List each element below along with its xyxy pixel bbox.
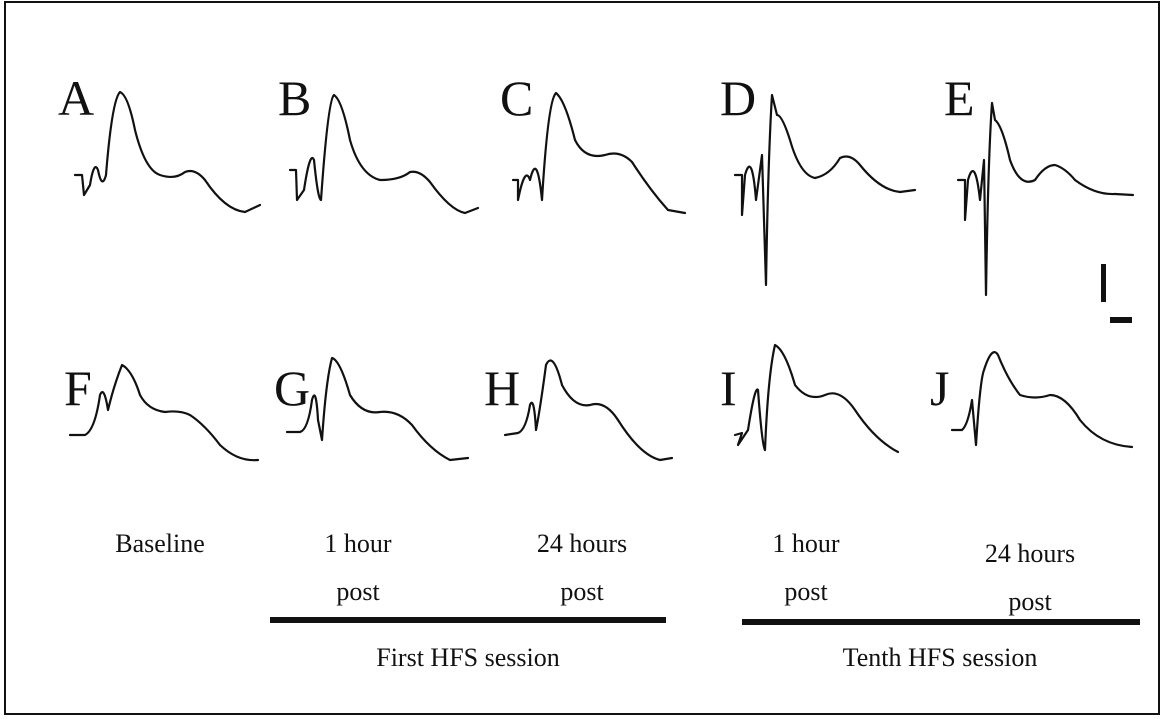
column-label: post bbox=[784, 577, 828, 606]
column-label: Baseline bbox=[115, 529, 205, 558]
panel-letter: F bbox=[64, 360, 92, 416]
trace bbox=[285, 356, 470, 462]
panel-letter: E bbox=[944, 70, 975, 126]
scale-bar-vertical bbox=[1101, 264, 1106, 302]
frame bbox=[4, 1, 1160, 715]
trace bbox=[956, 101, 1135, 297]
column-label: post bbox=[560, 577, 604, 606]
trace bbox=[733, 343, 900, 454]
panel-letter: H bbox=[484, 360, 520, 416]
trace bbox=[503, 359, 674, 462]
panel-letter: D bbox=[720, 70, 756, 126]
scale-bar-horizontal bbox=[1110, 317, 1132, 323]
panel-letter: A bbox=[58, 70, 94, 126]
traces bbox=[68, 90, 1135, 462]
session-bar bbox=[270, 617, 666, 623]
panel-letter: J bbox=[930, 360, 949, 416]
column-label: 24 hours bbox=[537, 529, 627, 558]
session-label: Tenth HFS session bbox=[843, 643, 1038, 672]
column-label: post bbox=[1008, 587, 1052, 616]
trace bbox=[733, 93, 917, 287]
session-label: First HFS session bbox=[376, 643, 560, 672]
trace bbox=[68, 363, 260, 462]
trace bbox=[511, 91, 687, 215]
trace bbox=[950, 351, 1134, 449]
session-bar bbox=[742, 619, 1140, 625]
column-label: 1 hour bbox=[324, 529, 392, 558]
trace bbox=[73, 90, 262, 214]
panel-letter: B bbox=[278, 70, 311, 126]
column-label: post bbox=[336, 577, 380, 606]
scale-bar bbox=[1101, 264, 1132, 323]
column-label: 1 hour bbox=[772, 529, 840, 558]
panel-letter: I bbox=[720, 360, 737, 416]
panel-letter: C bbox=[500, 70, 533, 126]
trace bbox=[288, 93, 480, 215]
panel-letter: G bbox=[274, 360, 310, 416]
column-label: 24 hours bbox=[985, 539, 1075, 568]
